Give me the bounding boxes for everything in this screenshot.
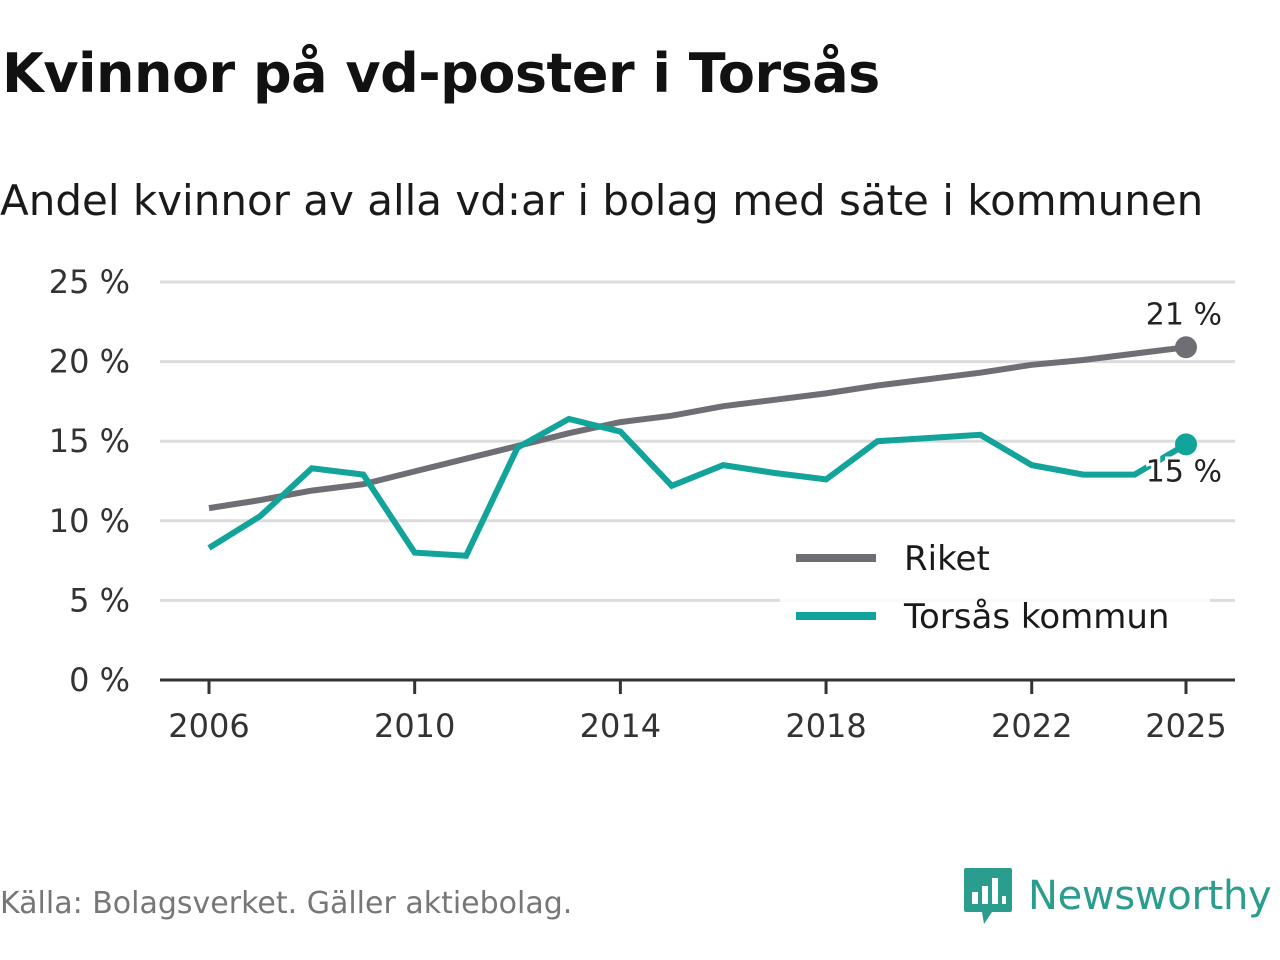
chart-title: Kvinnor på vd-poster i Torsås [2, 42, 880, 105]
x-tick-label: 2010 [374, 707, 455, 745]
y-tick-label: 5 % [69, 581, 130, 619]
end-point-riket [1175, 336, 1197, 359]
line-chart: 0 %5 %10 %15 %20 %25 % 2006 2010 2014 2018 2… [49, 263, 1235, 745]
x-tick-label: 2018 [785, 707, 866, 745]
end-label-torsas: 15 % [1146, 454, 1222, 489]
series-lines [207, 336, 1197, 559]
y-tick-label: 15 % [49, 422, 130, 460]
x-tick-label: 2022 [991, 707, 1072, 745]
y-tick-label: 25 % [49, 263, 130, 301]
chart-subtitle: Andel kvinnor av alla vd:ar i bolag med … [0, 176, 1204, 225]
legend-label-riket: Riket [904, 539, 990, 579]
source-note: Källa: Bolagsverket. Gäller aktiebolag. [0, 886, 573, 921]
y-tick-label: 0 % [69, 661, 130, 699]
legend-label-torsas: Torsås kommun [903, 597, 1169, 637]
brand-logo: Newsworthy [962, 864, 1272, 928]
x-tick-label: 2025 [1145, 707, 1226, 745]
y-axis: 0 % 5 % 10 % 15 % 20 % 25 % [49, 263, 130, 699]
y-tick-label: 10 % [49, 502, 130, 540]
brand-name: Newsworthy [1028, 873, 1272, 919]
end-label-riket: 21 % [1146, 297, 1222, 332]
x-tick-label: 2014 [580, 707, 661, 745]
end-point-torsas [1175, 433, 1197, 456]
legend: Riket Torsås kommun [780, 536, 1210, 644]
y-tick-label: 20 % [49, 343, 130, 381]
x-axis: 2006 2010 2014 2018 2022 2025 [160, 678, 1235, 745]
x-tick-label: 2006 [168, 707, 249, 745]
newsworthy-logo-icon [964, 868, 1012, 924]
series-line-riket [208, 344, 1187, 512]
series-line-torsas [207, 415, 1188, 559]
end-labels: 21 % 15 % [1143, 294, 1225, 492]
